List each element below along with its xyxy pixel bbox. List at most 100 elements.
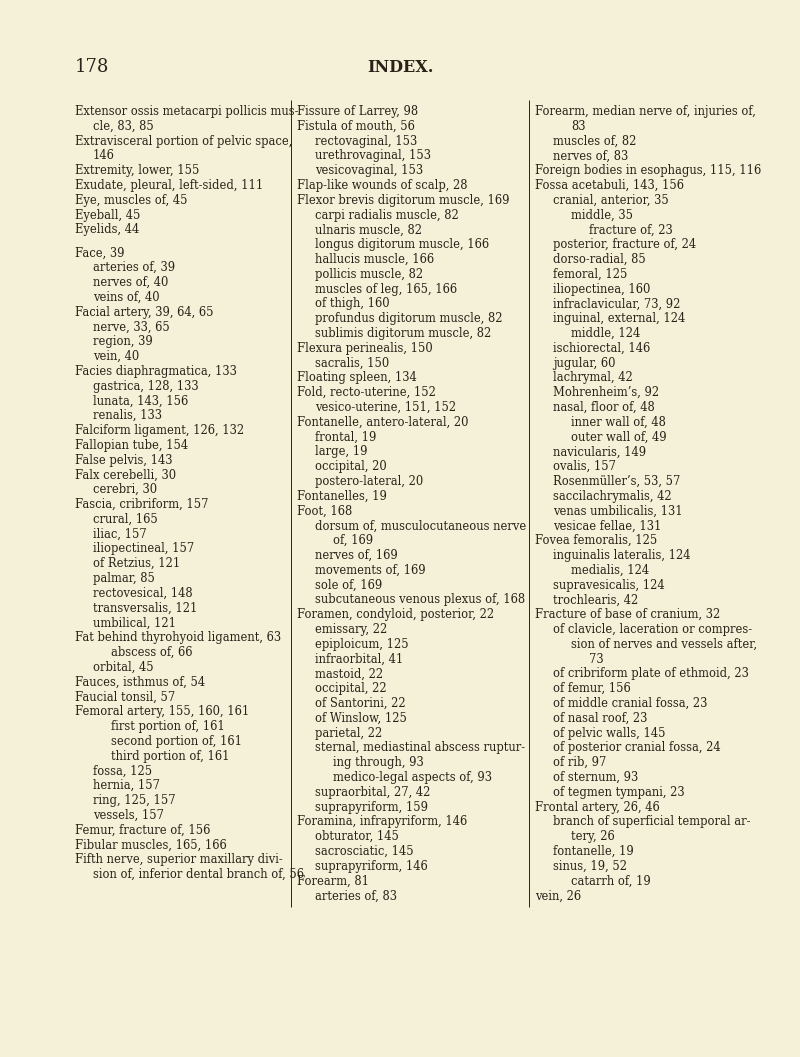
Text: Extensor ossis metacarpi pollicis mus-: Extensor ossis metacarpi pollicis mus- [75, 105, 298, 118]
Text: iliopectinea, 160: iliopectinea, 160 [553, 282, 650, 296]
Text: iliopectineal, 157: iliopectineal, 157 [93, 542, 194, 555]
Text: nerve, 33, 65: nerve, 33, 65 [93, 320, 170, 333]
Text: large, 19: large, 19 [315, 445, 367, 459]
Text: navicularis, 149: navicularis, 149 [553, 445, 646, 459]
Text: muscles of, 82: muscles of, 82 [553, 134, 636, 148]
Text: of Retzius, 121: of Retzius, 121 [93, 557, 180, 570]
Text: trochlearis, 42: trochlearis, 42 [553, 593, 638, 607]
Text: postero-lateral, 20: postero-lateral, 20 [315, 475, 423, 488]
Text: Foreign bodies in esophagus, 115, 116: Foreign bodies in esophagus, 115, 116 [535, 164, 762, 178]
Text: Extravisceral portion of pelvic space,: Extravisceral portion of pelvic space, [75, 134, 292, 148]
Text: medico-legal aspects of, 93: medico-legal aspects of, 93 [333, 771, 492, 784]
Text: pollicis muscle, 82: pollicis muscle, 82 [315, 267, 423, 281]
Text: Flexura perinealis, 150: Flexura perinealis, 150 [297, 341, 433, 355]
Text: False pelvis, 143: False pelvis, 143 [75, 453, 173, 466]
Text: arteries of, 83: arteries of, 83 [315, 889, 397, 903]
Text: profundus digitorum muscle, 82: profundus digitorum muscle, 82 [315, 312, 502, 326]
Text: Faucial tonsil, 57: Faucial tonsil, 57 [75, 690, 175, 703]
Text: Frontal artery, 26, 46: Frontal artery, 26, 46 [535, 800, 660, 814]
Text: Fibular muscles, 165, 166: Fibular muscles, 165, 166 [75, 838, 226, 851]
Text: second portion of, 161: second portion of, 161 [111, 735, 242, 747]
Text: arteries of, 39: arteries of, 39 [93, 261, 175, 274]
Text: Falx cerebelli, 30: Falx cerebelli, 30 [75, 468, 176, 481]
Text: inner wall of, 48: inner wall of, 48 [571, 415, 666, 429]
Text: renalis, 133: renalis, 133 [93, 409, 162, 422]
Text: sublimis digitorum muscle, 82: sublimis digitorum muscle, 82 [315, 327, 491, 340]
Text: 83: 83 [571, 119, 586, 133]
Text: obturator, 145: obturator, 145 [315, 830, 399, 843]
Text: nasal, floor of, 48: nasal, floor of, 48 [553, 401, 654, 414]
Text: sole of, 169: sole of, 169 [315, 578, 382, 592]
Text: sion of, inferior dental branch of, 56: sion of, inferior dental branch of, 56 [93, 868, 304, 880]
Text: Femur, fracture of, 156: Femur, fracture of, 156 [75, 823, 210, 836]
Text: Fat behind thyrohyoid ligament, 63: Fat behind thyrohyoid ligament, 63 [75, 631, 281, 644]
Text: of rib, 97: of rib, 97 [553, 756, 606, 769]
Text: transversalis, 121: transversalis, 121 [93, 601, 198, 614]
Text: subcutaneous venous plexus of, 168: subcutaneous venous plexus of, 168 [315, 593, 525, 607]
Text: ing through, 93: ing through, 93 [333, 756, 424, 769]
Text: sinus, 19, 52: sinus, 19, 52 [553, 859, 627, 873]
Text: lunata, 143, 156: lunata, 143, 156 [93, 394, 188, 407]
Text: Fracture of base of cranium, 32: Fracture of base of cranium, 32 [535, 608, 720, 622]
Text: jugular, 60: jugular, 60 [553, 356, 615, 370]
Text: outer wall of, 49: outer wall of, 49 [571, 430, 666, 444]
Text: veins of, 40: veins of, 40 [93, 291, 160, 303]
Text: first portion of, 161: first portion of, 161 [111, 720, 225, 733]
Text: muscles of leg, 165, 166: muscles of leg, 165, 166 [315, 282, 457, 296]
Text: Face, 39: Face, 39 [75, 246, 125, 259]
Text: cle, 83, 85: cle, 83, 85 [93, 119, 154, 133]
Text: medialis, 124: medialis, 124 [571, 563, 649, 577]
Text: posterior, fracture of, 24: posterior, fracture of, 24 [553, 238, 696, 252]
Text: supravesicalis, 124: supravesicalis, 124 [553, 578, 665, 592]
Text: of Santorini, 22: of Santorini, 22 [315, 697, 406, 710]
Text: fontanelle, 19: fontanelle, 19 [553, 845, 634, 858]
Text: Eye, muscles of, 45: Eye, muscles of, 45 [75, 193, 187, 207]
Text: iliac, 157: iliac, 157 [93, 527, 146, 540]
Text: movements of, 169: movements of, 169 [315, 563, 426, 577]
Text: vein, 40: vein, 40 [93, 350, 139, 363]
Text: of posterior cranial fossa, 24: of posterior cranial fossa, 24 [553, 741, 721, 755]
Text: Foot, 168: Foot, 168 [297, 504, 352, 518]
Text: middle, 124: middle, 124 [571, 327, 640, 340]
Text: INDEX.: INDEX. [367, 59, 433, 76]
Text: of nasal roof, 23: of nasal roof, 23 [553, 711, 647, 725]
Text: Floating spleen, 134: Floating spleen, 134 [297, 371, 417, 385]
Text: emissary, 22: emissary, 22 [315, 623, 387, 636]
Text: Fold, recto-uterine, 152: Fold, recto-uterine, 152 [297, 386, 436, 400]
Text: Foramina, infrapyriform, 146: Foramina, infrapyriform, 146 [297, 815, 467, 829]
Text: Facial artery, 39, 64, 65: Facial artery, 39, 64, 65 [75, 305, 214, 318]
Text: cranial, anterior, 35: cranial, anterior, 35 [553, 193, 669, 207]
Text: dorso-radial, 85: dorso-radial, 85 [553, 253, 646, 266]
Text: branch of superficial temporal ar-: branch of superficial temporal ar- [553, 815, 750, 829]
Text: Foramen, condyloid, posterior, 22: Foramen, condyloid, posterior, 22 [297, 608, 494, 622]
Text: vesicovaginal, 153: vesicovaginal, 153 [315, 164, 423, 178]
Text: Facies diaphragmatica, 133: Facies diaphragmatica, 133 [75, 365, 237, 377]
Text: of thigh, 160: of thigh, 160 [315, 297, 390, 311]
Text: tery, 26: tery, 26 [571, 830, 614, 843]
Text: infraclavicular, 73, 92: infraclavicular, 73, 92 [553, 297, 680, 311]
Text: ring, 125, 157: ring, 125, 157 [93, 794, 176, 806]
Text: parietal, 22: parietal, 22 [315, 726, 382, 740]
Text: Femoral artery, 155, 160, 161: Femoral artery, 155, 160, 161 [75, 705, 250, 718]
Text: femoral, 125: femoral, 125 [553, 267, 627, 281]
Text: third portion of, 161: third portion of, 161 [111, 749, 230, 762]
Text: carpi radialis muscle, 82: carpi radialis muscle, 82 [315, 208, 458, 222]
Text: middle, 35: middle, 35 [571, 208, 633, 222]
Text: Fovea femoralis, 125: Fovea femoralis, 125 [535, 534, 658, 548]
Text: catarrh of, 19: catarrh of, 19 [571, 874, 650, 888]
Text: inguinal, external, 124: inguinal, external, 124 [553, 312, 686, 326]
Text: epiploicum, 125: epiploicum, 125 [315, 637, 409, 651]
Text: of femur, 156: of femur, 156 [553, 682, 630, 696]
Text: supraorbital, 27, 42: supraorbital, 27, 42 [315, 785, 430, 799]
Text: frontal, 19: frontal, 19 [315, 430, 376, 444]
Text: Fossa acetabuli, 143, 156: Fossa acetabuli, 143, 156 [535, 179, 684, 192]
Text: vesico-uterine, 151, 152: vesico-uterine, 151, 152 [315, 401, 456, 414]
Text: longus digitorum muscle, 166: longus digitorum muscle, 166 [315, 238, 489, 252]
Text: Flap-like wounds of scalp, 28: Flap-like wounds of scalp, 28 [297, 179, 467, 192]
Text: sacrosciatic, 145: sacrosciatic, 145 [315, 845, 414, 858]
Text: Fascia, cribriform, 157: Fascia, cribriform, 157 [75, 498, 209, 511]
Text: vesicae fellae, 131: vesicae fellae, 131 [553, 519, 662, 533]
Text: 178: 178 [75, 58, 110, 76]
Text: Eyeball, 45: Eyeball, 45 [75, 208, 140, 222]
Text: Extremity, lower, 155: Extremity, lower, 155 [75, 164, 199, 178]
